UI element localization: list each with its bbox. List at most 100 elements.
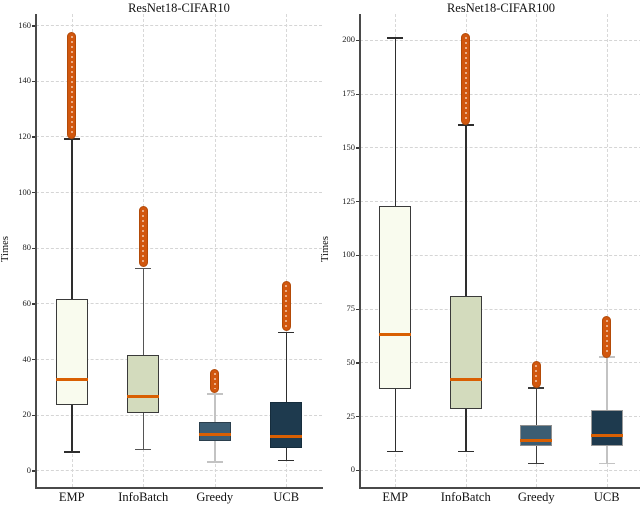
y-tick-label: 75 xyxy=(346,303,356,314)
outlier-column-ucb xyxy=(281,280,291,332)
y-tick-label: 100 xyxy=(18,186,31,197)
y-tick-mark xyxy=(356,39,360,42)
y-gridline xyxy=(360,254,640,256)
y-tick-label: 160 xyxy=(18,19,31,30)
x-category-label: UCB xyxy=(273,490,300,504)
box-emp xyxy=(379,206,412,390)
y-tick-mark xyxy=(356,469,360,472)
whisker-cap-bottom-ucb xyxy=(598,462,615,465)
median-line-infobatch xyxy=(127,395,160,399)
y-gridline xyxy=(36,414,322,416)
median-line-ucb xyxy=(270,435,303,439)
x-axis-spine xyxy=(359,487,640,489)
y-tick-mark xyxy=(356,308,360,310)
x-category-label: InfoBatch xyxy=(440,490,491,504)
box-emp xyxy=(55,299,88,405)
chart-title: ResNet18-CIFAR100 xyxy=(446,1,556,15)
y-tick-label: 120 xyxy=(18,130,31,141)
whisker-line-ucb xyxy=(285,332,287,461)
x-axis-spine xyxy=(35,487,323,489)
y-tick-label: 100 xyxy=(342,249,355,260)
x-category-label: EMP xyxy=(58,490,85,504)
box-infobatch xyxy=(449,295,482,409)
whisker-line-infobatch xyxy=(465,124,467,452)
y-gridline xyxy=(360,362,640,364)
box-greedy xyxy=(198,421,231,442)
whisker-cap-bottom-ucb xyxy=(278,459,295,462)
y-gridline xyxy=(36,80,322,82)
outlier-column-ucb xyxy=(602,316,612,358)
whisker-cap-top-greedy xyxy=(206,392,223,395)
whisker-cap-bottom-infobatch xyxy=(135,448,152,451)
y-gridline xyxy=(360,308,640,310)
whisker-cap-top-emp xyxy=(63,138,80,141)
whisker-cap-top-greedy xyxy=(528,387,545,389)
y-tick-label: 0 xyxy=(350,464,355,475)
y-gridline xyxy=(36,136,322,138)
whisker-cap-top-infobatch xyxy=(135,267,152,270)
y-tick-label: 40 xyxy=(22,353,32,364)
median-line-emp xyxy=(379,332,412,336)
x-category-label: Greedy xyxy=(196,490,234,504)
boxplot-resnet18-cifar100: ResNet18-CIFAR100 Times 0 25 50 75 100 125 150… xyxy=(320,0,640,506)
box-ucb xyxy=(270,402,303,449)
whisker-cap-top-infobatch xyxy=(457,123,474,126)
y-tick-label: 150 xyxy=(342,141,355,152)
box-ucb xyxy=(590,409,623,447)
y-tick-mark xyxy=(356,93,360,95)
y-gridline xyxy=(360,39,640,41)
x-gridline xyxy=(606,14,608,487)
whisker-cap-bottom-infobatch xyxy=(457,450,474,453)
y-tick-mark xyxy=(32,414,36,417)
y-gridline xyxy=(360,201,640,203)
median-line-emp xyxy=(55,378,88,382)
y-tick-label: 25 xyxy=(346,410,356,421)
y-axis-spine xyxy=(35,14,37,487)
x-category-label: InfoBatch xyxy=(118,490,169,504)
y-axis-spine xyxy=(359,14,361,487)
y-gridline xyxy=(36,470,322,472)
y-gridline xyxy=(360,469,640,471)
y-tick-mark xyxy=(32,359,36,361)
median-line-ucb xyxy=(590,433,623,437)
x-gridline xyxy=(214,14,216,487)
whisker-cap-bottom-greedy xyxy=(528,462,545,465)
y-tick-label: 20 xyxy=(22,409,32,420)
y-tick-mark xyxy=(32,192,36,194)
y-tick-label: 125 xyxy=(342,195,355,206)
y-tick-mark xyxy=(356,147,360,149)
whisker-cap-top-ucb xyxy=(278,331,295,334)
y-tick-mark xyxy=(32,136,36,138)
y-tick-label: 50 xyxy=(346,356,356,367)
x-category-label: EMP xyxy=(382,490,409,504)
y-gridline xyxy=(360,147,640,149)
outlier-column-emp xyxy=(67,31,77,140)
y-tick-label: 200 xyxy=(342,34,355,45)
median-line-greedy xyxy=(520,439,553,443)
y-gridline xyxy=(36,303,322,305)
y-gridline xyxy=(360,416,640,418)
y-gridline xyxy=(36,25,322,27)
y-tick-mark xyxy=(32,470,36,472)
outlier-column-infobatch xyxy=(138,205,148,268)
y-tick-mark xyxy=(356,254,360,257)
whisker-cap-top-emp xyxy=(387,36,404,39)
y-gridline xyxy=(36,247,322,249)
y-tick-mark xyxy=(32,303,36,305)
median-line-greedy xyxy=(198,432,231,436)
plot-area: 0 20 40 60 80 100 120 140 160 EMP InfoBatch Greedy U… xyxy=(18,14,323,504)
y-tick-mark xyxy=(356,362,360,364)
outlier-column-greedy xyxy=(531,361,541,388)
y-tick-label: 0 xyxy=(26,464,31,475)
y-gridline xyxy=(36,359,322,360)
outlier-column-infobatch xyxy=(461,32,471,125)
chart-title: ResNet18-CIFAR10 xyxy=(128,1,230,15)
whisker-cap-bottom-emp xyxy=(387,450,404,453)
y-tick-label: 140 xyxy=(18,75,31,86)
y-tick-mark xyxy=(32,247,36,250)
plot-area: 0 25 50 75 100 125 150 175 200 EMP InfoBatch Greedy… xyxy=(320,0,640,506)
x-gridline xyxy=(536,14,538,487)
y-tick-mark xyxy=(32,80,36,83)
median-line-infobatch xyxy=(449,378,482,381)
y-tick-label: 175 xyxy=(342,88,355,99)
